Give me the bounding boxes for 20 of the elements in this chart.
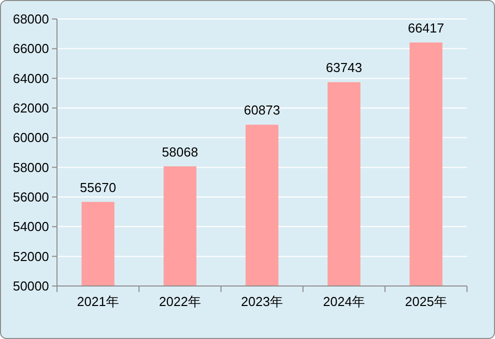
y-tick-label: 58000 <box>12 160 49 175</box>
y-tick-label: 50000 <box>12 278 49 294</box>
data-label: 58068 <box>162 144 198 160</box>
y-tick-label: 52000 <box>12 248 49 264</box>
x-tick-label: 2021年 <box>77 294 119 309</box>
data-label: 60873 <box>244 102 280 118</box>
data-label: 55670 <box>80 180 116 195</box>
y-tick-label: 54000 <box>12 219 49 234</box>
x-tick-label: 2023年 <box>241 294 283 309</box>
y-tick-label: 64000 <box>12 70 49 86</box>
data-label: 66417 <box>408 20 444 36</box>
y-tick-label: 66000 <box>12 41 49 56</box>
y-tick-label: 56000 <box>12 190 49 204</box>
data-label: 63743 <box>326 60 362 76</box>
y-tick-label: 60000 <box>12 130 49 146</box>
y-tick-label: 68000 <box>12 12 49 26</box>
x-tick-label: 2025年 <box>405 294 447 309</box>
x-tick-label: 2022年 <box>159 294 201 309</box>
y-tick-label: 62000 <box>12 100 49 116</box>
x-tick-label: 2024年 <box>323 294 365 309</box>
